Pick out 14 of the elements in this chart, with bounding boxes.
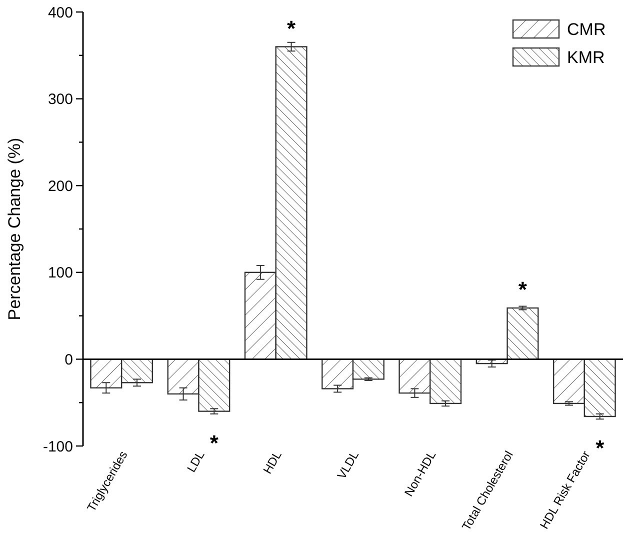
- y-tick-label: 400: [48, 4, 73, 22]
- x-tick-label: LDL: [184, 448, 208, 475]
- legend-label: CMR: [567, 20, 606, 39]
- annotation: *: [518, 277, 528, 302]
- annotation: *: [210, 430, 219, 456]
- annotation: *: [596, 436, 605, 461]
- y-tick-label: -100: [42, 438, 73, 456]
- y-tick-label: 300: [48, 91, 73, 108]
- y-tick-label: 100: [48, 264, 73, 282]
- y-tick-label: 0: [64, 351, 73, 368]
- y-axis-title: Percentage Change (%): [5, 138, 24, 320]
- y-tick-label: 200: [48, 178, 73, 195]
- annotation: *: [287, 16, 296, 41]
- legend-label: KMR: [567, 48, 605, 67]
